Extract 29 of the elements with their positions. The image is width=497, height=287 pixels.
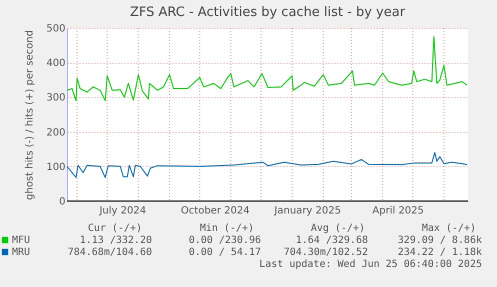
text: 704.30m/102.52 (284, 247, 368, 258)
text: Avg (-/+) (310, 223, 365, 234)
legend-label: MFU (12, 235, 30, 246)
text: Last update: Wed Jun 25 06:40:00 2025 (259, 259, 482, 270)
line-series (66, 152, 468, 178)
x-tick-label: October 2024 (180, 206, 250, 216)
text: 784.68m/104.60 (68, 247, 152, 258)
chart-title: ZFS ARC - Activities by cache list - by year (130, 5, 406, 20)
y-tick-label: 400 (46, 58, 66, 70)
legend-label: MRU (12, 247, 30, 258)
text: 329.09 / 8.86k (398, 235, 482, 246)
x-tick-label: July 2024 (98, 206, 146, 216)
y-tick-label: 0 (59, 196, 66, 208)
text: Min (-/+) (200, 223, 254, 234)
x-tick-label: April 2025 (372, 206, 424, 216)
line-series (66, 36, 468, 102)
text: 234.22 / 1.18k (398, 247, 482, 258)
y-tick-label: 100 (46, 162, 66, 173)
text: Cur (-/+) (88, 223, 142, 234)
text: Max (-/+) (422, 223, 476, 234)
y-tick-label: 500 (46, 24, 66, 34)
text: 0.00 / 54.17 (188, 247, 261, 258)
y-tick-label: 300 (46, 92, 66, 104)
text: 0.00 /230.96 (188, 235, 261, 246)
text: 1.64 /329.68 (296, 235, 368, 246)
x-tick-label: January 2025 (273, 206, 341, 216)
text: 1.13 /332.20 (80, 235, 152, 246)
y-axis-title: ghost hits (-) / hits (+) per second (24, 30, 36, 200)
y-tick-label: 200 (46, 127, 66, 138)
